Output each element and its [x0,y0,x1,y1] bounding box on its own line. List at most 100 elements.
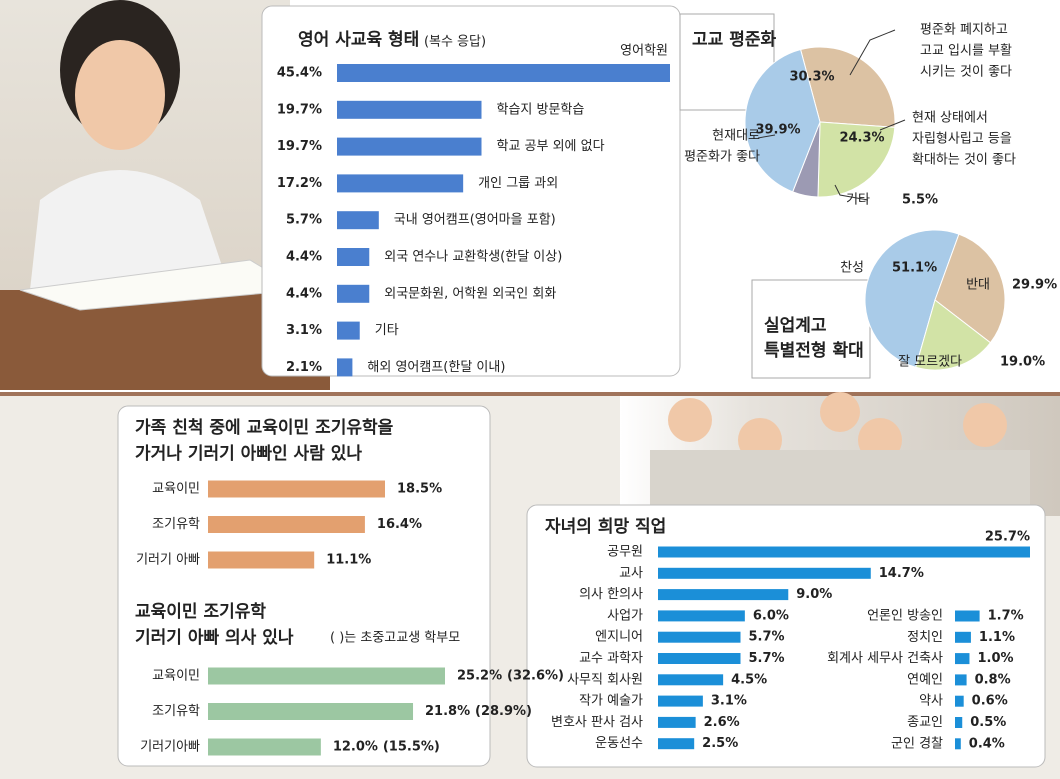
value-label: 1.7% [988,609,1024,624]
leader-line [757,134,776,139]
value-label: 1.1% [979,630,1015,645]
value-label: 2.1% [286,360,322,375]
value-label: 51.1% [892,261,937,276]
value-label: 5.7% [749,651,785,666]
value-label: 11.1% [326,553,371,568]
chart-subtitle: (복수 응답) [424,35,486,50]
bar [337,64,670,82]
value-label: 9.0% [796,587,832,602]
panel [751,279,871,379]
chart-title: 실업계고 [764,316,827,336]
value-label: 0.8% [975,672,1011,687]
chart-title: 영어 사교육 형태 [298,29,419,50]
value-label: 21.8% [425,704,470,719]
charts: 영어 사교육 형태 (복수 응답) 45.4% 영어학원 19.7% 학습지 방문학습 19… [135,23,1057,756]
photo-kids [620,392,1060,516]
category-label: 종교인 [907,715,943,730]
category-label: 확대하는 것이 좋다 [912,153,1016,168]
value-label: 25.7% [985,530,1030,545]
bar [208,551,315,569]
category-label: 교사 [619,566,643,581]
category-label: 기러기아빠 [140,740,200,755]
bar [337,137,482,156]
bar [658,716,696,728]
bar [955,674,967,686]
value-label: 4.4% [286,250,322,265]
value-label: 1.0% [977,651,1013,666]
category-label: 사무직 회사원 [567,672,643,687]
value-label: 0.6% [972,694,1008,709]
bar [337,211,379,230]
bar [658,653,741,664]
value-label: 19.7% [277,139,322,154]
category-label: 외국문화원, 어학원 외국인 회화 [384,286,556,301]
value-label: 39.9% [755,123,800,138]
chart-title: 교육이민 조기유학 [135,602,266,622]
category-label: 기러기 아빠 [136,553,200,568]
bar [658,567,871,579]
category-label: 교육이민 [152,669,200,684]
category-label: 기타 [375,323,399,338]
pie-slice [915,299,992,371]
leader-line [879,119,906,131]
bar [955,610,980,622]
value-label: 12.0% [333,740,378,755]
category-label: 약사 [919,694,943,709]
category-label: 교수 과학자 [579,651,643,666]
bar [337,100,482,119]
category-label: 기타 [846,193,870,208]
value-label: 6.0% [753,608,789,623]
category-label: 변호사 판사 검사 [551,715,643,730]
category-label: 개인 그룹 과외 [478,176,558,191]
category-label: 연예인 [907,672,943,687]
value-label: 4.5% [731,672,767,687]
leader-line [849,29,896,76]
chart-title: 특별전형 확대 [764,340,864,361]
category-label: 현재 상태에서 [912,111,988,126]
category-label: 영어학원 [620,44,668,59]
panel [261,5,681,377]
pie-slice [817,121,896,198]
paren-value-label: (32.6%) [507,669,564,684]
category-label: 시키는 것이 좋다 [920,65,1012,80]
value-label: 3.1% [286,323,322,338]
category-label: 조기유학 [152,517,200,532]
category-label: 찬성 [840,261,864,276]
bar [658,546,1030,558]
category-label: 학습지 방문학습 [496,102,584,117]
value-label: 0.5% [970,715,1006,730]
category-label: 운동선수 [595,736,643,751]
chart-note: ( )는 초중고교생 학부모 [330,631,460,646]
bar [955,631,971,643]
category-label: 외국 연수나 교환학생(한달 이상) [384,250,562,265]
bar [955,738,961,750]
leader-line [834,184,869,201]
category-label: 교육이민 [152,482,200,497]
value-label: 14.7% [879,566,924,581]
value-label: 5.5% [902,193,938,208]
category-label: 자립형사립고 등을 [912,132,1012,147]
pie-slice [864,229,960,368]
value-label: 24.3% [839,131,884,146]
category-label: 현재대로 [712,129,760,144]
pie-slice [934,233,1006,344]
value-label: 16.4% [377,517,422,532]
divider [0,392,1060,396]
category-label: 군인 경찰 [891,736,943,751]
category-label: 평준화가 좋다 [684,150,760,165]
category-label: 회계사 세무사 건축사 [827,651,943,666]
value-label: 25.2% [457,669,502,684]
value-label: 2.5% [702,736,738,751]
bar [955,695,964,707]
value-label: 45.4% [277,66,322,81]
category-label: 엔지니어 [595,630,643,645]
bar [658,610,745,622]
value-label: 3.1% [711,694,747,709]
bar [337,174,464,193]
bar [955,653,970,665]
bar [658,631,741,643]
category-label: 잘 모르겠다 [898,355,962,370]
value-label: 0.4% [969,736,1005,751]
value-label: 18.5% [397,482,442,497]
